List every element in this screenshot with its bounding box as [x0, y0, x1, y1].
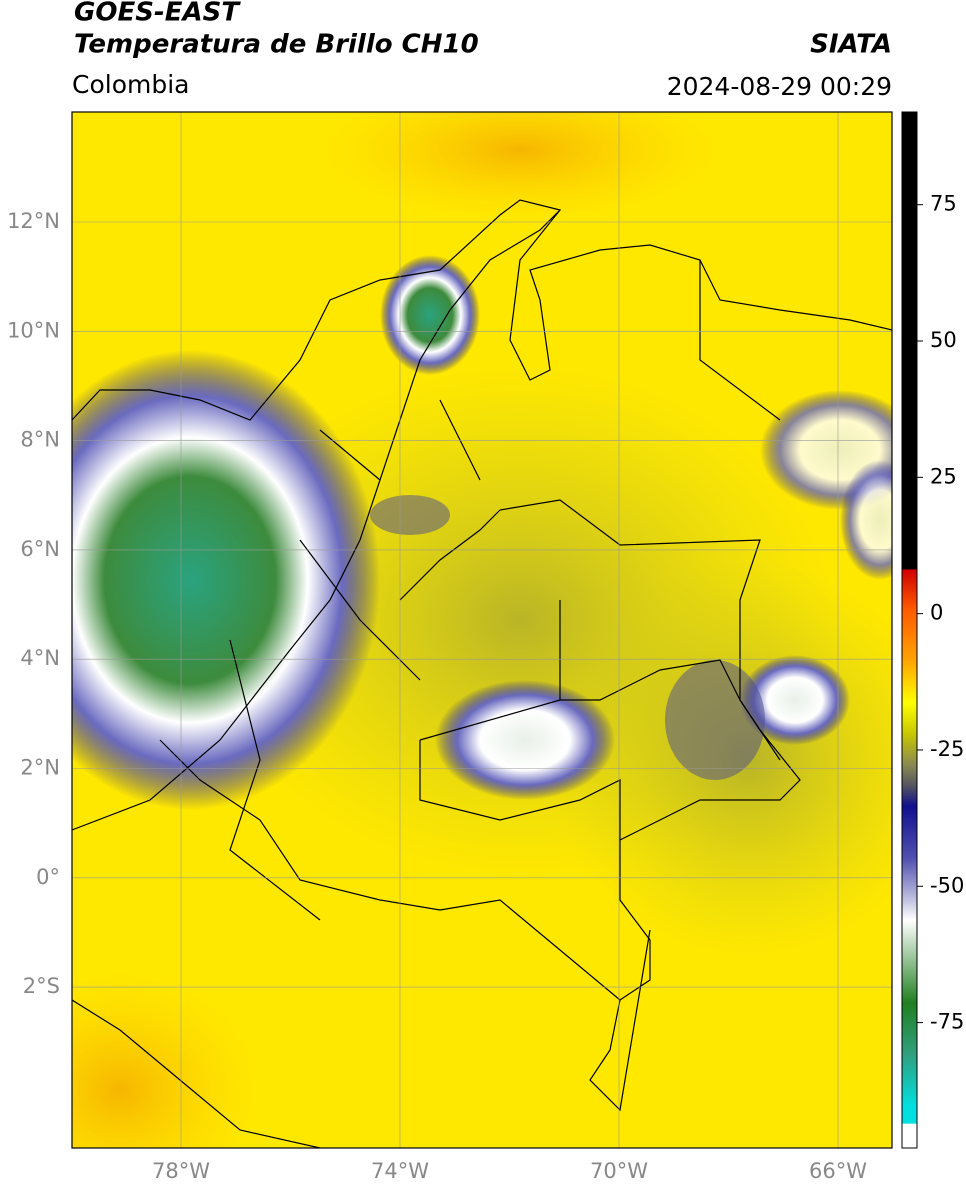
subtitle: Temperatura de Brillo CH10 — [74, 30, 479, 60]
lat-label: 2°N — [20, 756, 60, 780]
colorbar-tick-label: -50 — [930, 873, 964, 897]
colorbar-tick-label: 0 — [930, 601, 943, 625]
map-image — [72, 112, 892, 1148]
lat-label: 6°N — [20, 537, 60, 561]
colorbar-tick-label: 75 — [930, 192, 957, 216]
colorbar-tick-label: -75 — [930, 1010, 964, 1034]
lat-label: 12°N — [7, 209, 60, 233]
colorbar-tick-label: 25 — [930, 464, 957, 488]
region: Colombia — [72, 70, 189, 99]
lat-label: 0° — [36, 865, 60, 889]
map-frame — [71, 111, 893, 1149]
lat-label: 2°S — [23, 974, 60, 998]
lon-label: 78°W — [152, 1159, 210, 1183]
lat-label: 8°N — [20, 428, 60, 452]
colorbar-tick-label: -25 — [930, 737, 964, 761]
lon-label: 66°W — [809, 1159, 867, 1183]
colorbar-tick-label: 50 — [930, 328, 957, 352]
lon-label: 74°W — [371, 1159, 429, 1183]
source: SIATA — [810, 30, 892, 60]
colorbar — [901, 111, 918, 1149]
lat-label: 4°N — [20, 646, 60, 670]
datetime: 2024-08-29 00:29 — [667, 72, 892, 101]
lon-label: 70°W — [590, 1159, 648, 1183]
lat-label: 10°N — [7, 318, 60, 342]
title: GOES-EAST — [74, 0, 241, 28]
